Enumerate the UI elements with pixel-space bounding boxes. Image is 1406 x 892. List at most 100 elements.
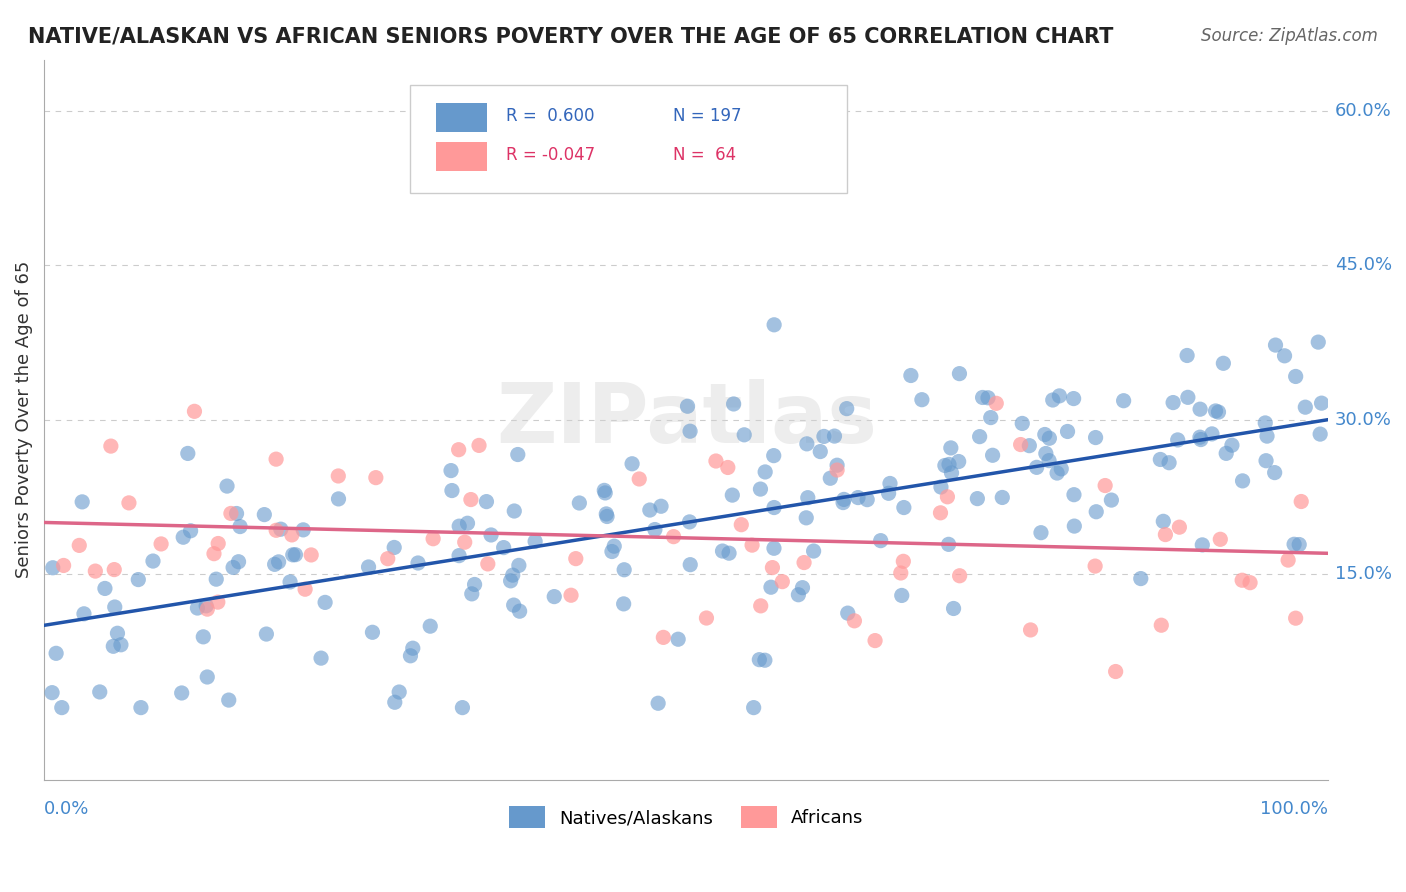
Point (440, 464, 463, 478)
Point (1209, 533, 1232, 547)
Point (568, 496, 591, 510)
Point (100, 439, 122, 453)
Point (911, 392, 934, 407)
Point (292, 523, 315, 537)
Point (177, 446, 200, 460)
Point (837, 606, 859, 620)
Point (1063, 392, 1085, 406)
Text: R =  0.600: R = 0.600 (506, 107, 595, 125)
Point (647, 696, 669, 710)
Point (803, 544, 825, 558)
Point (593, 486, 616, 500)
Point (399, 648, 422, 663)
Point (107, 626, 129, 640)
Point (170, 686, 193, 700)
Point (1212, 356, 1234, 370)
Point (440, 483, 463, 498)
Point (264, 452, 287, 467)
Point (1205, 404, 1227, 418)
Point (891, 554, 914, 568)
Point (1035, 446, 1057, 460)
FancyBboxPatch shape (436, 103, 488, 132)
Point (388, 685, 411, 699)
Point (980, 410, 1002, 425)
Point (52, 558, 75, 573)
Point (1294, 400, 1316, 414)
Point (939, 441, 962, 455)
Text: 0.0%: 0.0% (44, 800, 90, 818)
Point (832, 492, 855, 507)
Point (1189, 402, 1212, 417)
Point (936, 490, 959, 504)
Point (1254, 453, 1277, 467)
Point (253, 508, 276, 522)
Point (94, 582, 117, 596)
Point (1285, 369, 1308, 384)
Point (941, 466, 963, 480)
Point (900, 368, 922, 383)
Point (103, 640, 125, 654)
Point (110, 638, 132, 652)
Point (877, 486, 900, 500)
Point (1220, 438, 1243, 452)
Text: Source: ZipAtlas.com: Source: ZipAtlas.com (1201, 27, 1378, 45)
Point (1191, 538, 1213, 552)
Point (593, 483, 616, 498)
Point (460, 492, 482, 507)
Point (813, 429, 835, 443)
Point (84, 564, 107, 578)
Point (284, 548, 307, 562)
Point (45, 646, 67, 660)
Point (1230, 573, 1253, 587)
Text: 30.0%: 30.0% (1334, 410, 1392, 429)
Point (1277, 553, 1299, 567)
Point (447, 442, 470, 457)
Point (202, 547, 225, 561)
Legend: Natives/Alaskans, Africans: Natives/Alaskans, Africans (502, 799, 870, 836)
Point (879, 476, 901, 491)
FancyBboxPatch shape (436, 143, 488, 171)
Point (382, 541, 405, 555)
Point (754, 465, 776, 479)
Point (1085, 505, 1108, 519)
Point (524, 534, 547, 549)
Point (1033, 427, 1056, 442)
Point (650, 500, 672, 514)
Point (595, 507, 617, 521)
Point (294, 582, 316, 597)
Point (741, 538, 763, 552)
Point (793, 556, 815, 570)
Point (808, 444, 831, 458)
Point (1309, 427, 1331, 442)
Point (644, 523, 666, 537)
Point (142, 554, 165, 568)
Point (205, 572, 228, 586)
Point (503, 504, 526, 518)
Point (1201, 426, 1223, 441)
Point (711, 544, 734, 558)
Point (678, 515, 700, 529)
Point (565, 551, 588, 566)
Point (1042, 392, 1064, 407)
Point (477, 557, 499, 571)
Point (103, 563, 125, 577)
Point (1308, 335, 1330, 350)
Point (825, 458, 848, 473)
Point (749, 482, 772, 496)
Point (600, 544, 623, 558)
Point (846, 491, 869, 505)
Point (797, 491, 820, 505)
Point (270, 522, 292, 536)
Text: N = 197: N = 197 (673, 107, 742, 125)
Point (1011, 417, 1033, 431)
Point (763, 318, 786, 332)
Point (977, 391, 1000, 405)
Point (820, 471, 842, 485)
Point (1050, 462, 1073, 476)
Point (733, 427, 755, 442)
Point (613, 597, 636, 611)
Point (506, 448, 529, 462)
Point (1289, 494, 1312, 508)
Point (794, 511, 817, 525)
Point (603, 539, 626, 553)
